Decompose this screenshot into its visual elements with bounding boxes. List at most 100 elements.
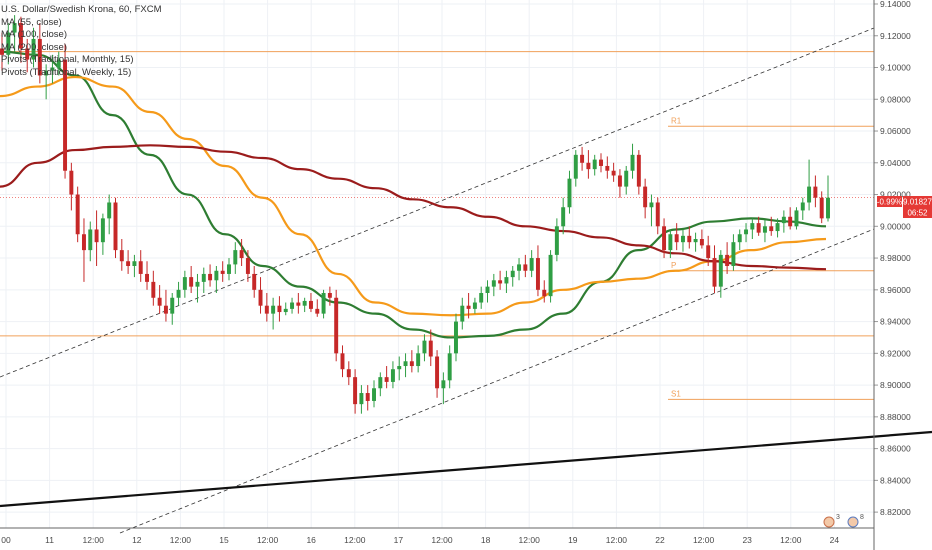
candle-body <box>327 292 332 298</box>
candle <box>624 165 629 195</box>
time-axis[interactable]: 00 11 12:00 12 12:00 15 12:00 16 12:00 17 12:00 18 1… <box>0 527 874 545</box>
candle <box>668 229 673 259</box>
candle <box>447 345 452 389</box>
candle <box>176 281 181 306</box>
x-tick-label: 12:00 <box>519 535 541 545</box>
candle <box>819 191 824 224</box>
y-tick-label: 9.14000 <box>880 0 911 9</box>
candle-body <box>81 234 86 251</box>
candle <box>390 361 395 389</box>
candle <box>258 277 263 314</box>
legend-pivots-monthly[interactable]: Pivots (Traditional, Monthly, 15) <box>1 54 134 65</box>
candle-body <box>201 273 206 282</box>
candle <box>81 218 86 282</box>
candle <box>397 356 402 381</box>
candle <box>170 292 175 325</box>
candle <box>422 334 427 362</box>
candle-body <box>548 254 553 297</box>
candle-body <box>252 273 257 290</box>
candle <box>37 23 42 84</box>
event-badges[interactable]: 3 8 <box>823 514 864 528</box>
candle-body <box>0 48 4 55</box>
pivot-label-s1: S1 <box>671 389 681 398</box>
candle <box>208 264 213 287</box>
x-tick-label: 00 <box>1 535 11 545</box>
candle-body <box>529 258 534 271</box>
candle-body <box>775 223 780 232</box>
candle-body <box>88 229 93 251</box>
candle-body <box>491 280 496 287</box>
candle <box>163 289 168 322</box>
candle <box>769 216 774 236</box>
candle <box>271 297 276 330</box>
candle <box>321 289 326 319</box>
candle <box>504 270 509 293</box>
y-tick-label: 8.90000 <box>880 380 911 390</box>
candle-body <box>195 281 200 287</box>
candle <box>693 232 698 252</box>
candle-body <box>441 380 446 389</box>
y-tick-label: 9.00000 <box>880 221 911 231</box>
candle <box>416 345 421 373</box>
legend-ma100[interactable]: MA (100, close) <box>1 29 67 40</box>
candle-body <box>258 289 263 306</box>
candle <box>643 178 648 219</box>
calendar-count: 3 <box>836 514 840 521</box>
legend-pivots-weekly[interactable]: Pivots (Traditional, Weekly, 15) <box>1 66 132 78</box>
candle <box>630 143 635 179</box>
candle-body <box>826 197 830 219</box>
candle <box>88 221 93 262</box>
candle <box>762 219 767 243</box>
candle-body <box>662 226 667 251</box>
x-tick-label: 12:00 <box>344 535 366 545</box>
legend-ma55[interactable]: MA (55, close) <box>1 16 62 28</box>
candle-body <box>107 202 112 219</box>
candle <box>56 51 61 76</box>
candle <box>687 226 692 249</box>
x-tick-label: 15 <box>219 535 229 545</box>
candle <box>138 250 143 282</box>
moving-averages <box>0 50 827 339</box>
candle-body <box>220 270 225 274</box>
chart-grid <box>0 0 874 528</box>
candle-body <box>517 264 522 271</box>
candle-body <box>321 292 326 314</box>
flag-icon[interactable] <box>847 516 859 528</box>
calendar-icon[interactable] <box>823 516 835 528</box>
price-axis[interactable]: 9.14000 9.12000 9.10000 9.08000 9.06000 9.040… <box>873 0 911 550</box>
candle <box>245 250 250 282</box>
candle-body <box>624 170 629 187</box>
legend-ma200[interactable]: MA (200, close) <box>1 41 67 53</box>
support-trendline <box>0 430 932 508</box>
candle-body <box>510 270 515 278</box>
candle <box>554 218 559 262</box>
x-tick-label: 24 <box>830 535 840 545</box>
candle-body <box>182 277 187 290</box>
candle <box>718 250 723 298</box>
candle <box>731 234 736 271</box>
candle <box>264 292 269 322</box>
x-tick-label: 12 <box>132 535 142 545</box>
candle <box>94 210 99 266</box>
candle <box>485 280 490 303</box>
candle-body <box>485 286 490 293</box>
candle <box>826 175 830 222</box>
candle-body <box>334 297 339 354</box>
candle-body <box>346 369 351 378</box>
candle <box>157 285 162 314</box>
candle <box>441 372 446 405</box>
candle <box>220 261 225 282</box>
candle-body <box>208 273 213 281</box>
candle-body <box>573 154 578 179</box>
candle <box>119 239 124 271</box>
ma-line-3 <box>0 144 827 271</box>
candle-body <box>100 218 105 243</box>
candle-body <box>365 393 370 401</box>
candle-body <box>126 261 131 266</box>
candle-body <box>397 366 402 370</box>
legend-symbol[interactable]: U.S. Dollar/Swedish Krona, 60, FXCM <box>1 4 162 15</box>
candle-body <box>535 258 540 290</box>
candle <box>725 242 730 274</box>
candle-body <box>693 239 698 243</box>
